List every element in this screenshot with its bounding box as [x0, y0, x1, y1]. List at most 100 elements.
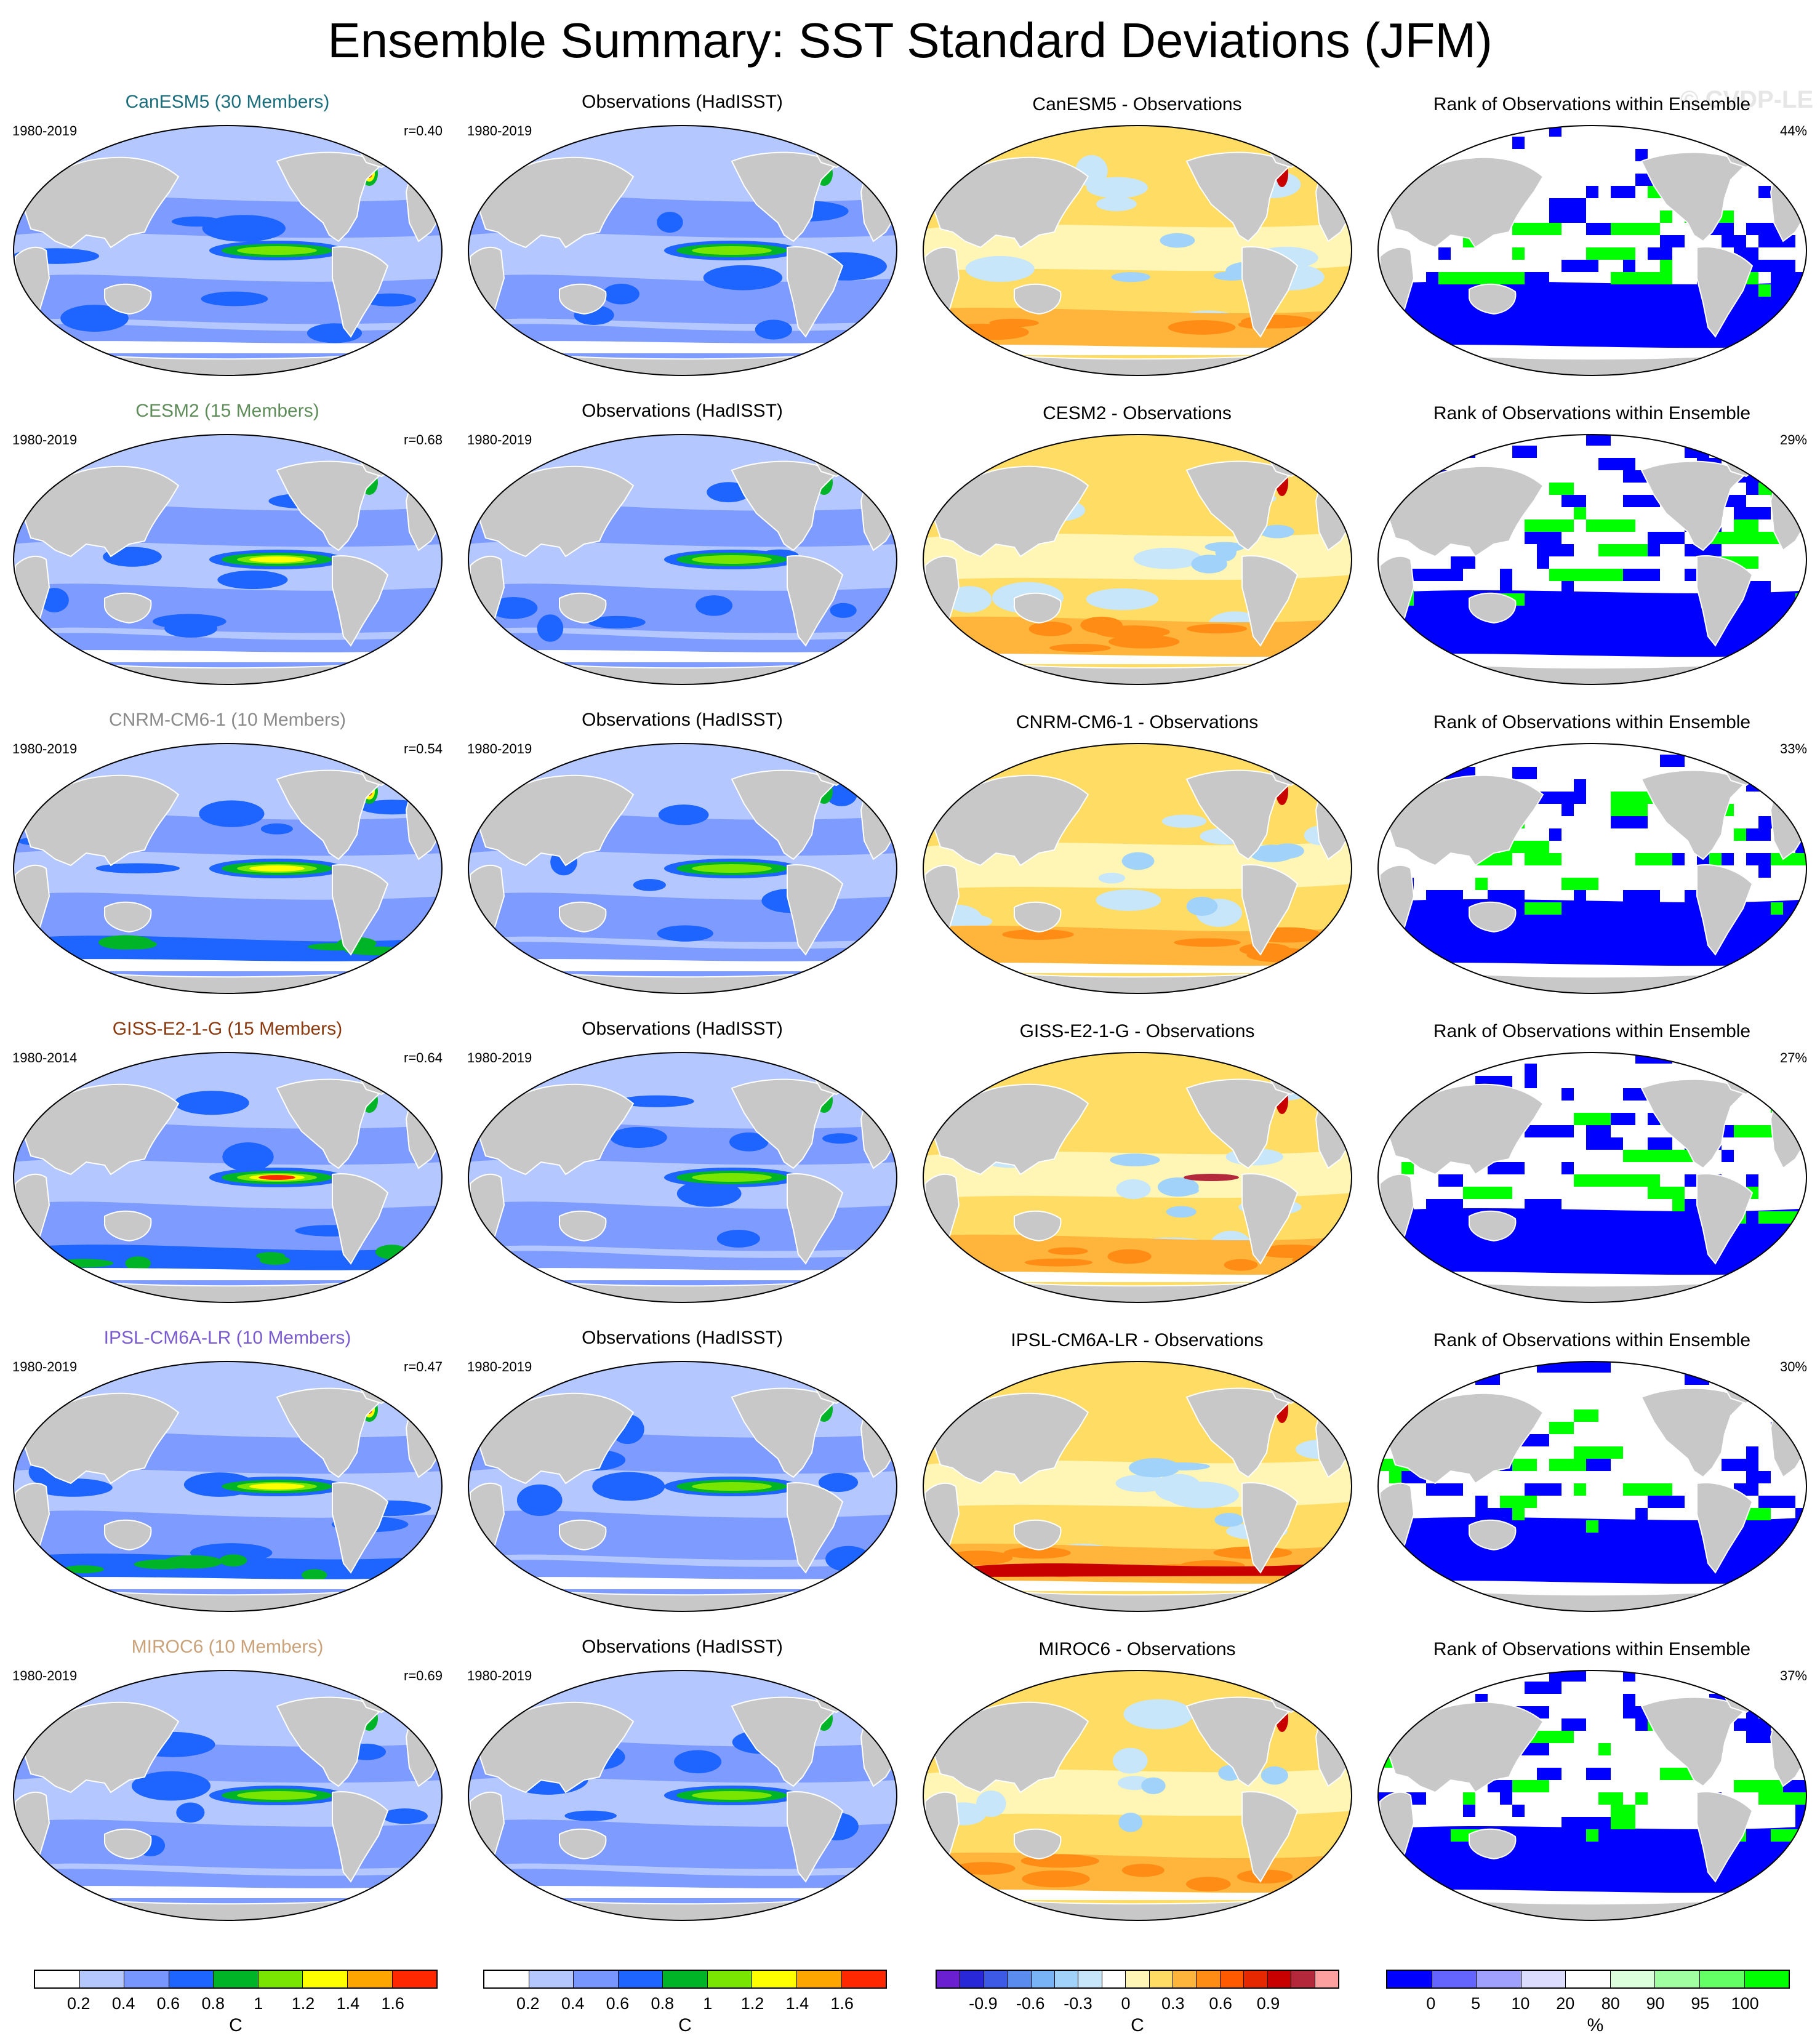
colorbar-swatch: [1126, 1971, 1150, 1987]
model-title: CNRM-CM6-1 (10 Members): [108, 710, 347, 730]
colorbar-swatch: [1432, 1971, 1477, 1987]
panel-obs-row-5: Observations (HadISST) 1980-2019: [455, 1316, 910, 1625]
world-map-robinson-rank: [1377, 1361, 1807, 1612]
obs-title: Observations (HadISST): [582, 1328, 783, 1348]
obs-title: Observations (HadISST): [582, 92, 783, 112]
colorbar-tick-label: 10: [1511, 1994, 1530, 2013]
colorbar-swatch: [707, 1971, 753, 1987]
diff-title: IPSL-CM6A-LR - Observations: [1011, 1330, 1264, 1350]
colorbar-2: 0.2 0.4 0.6 0.8 1 1.2 1.4 1.6 C: [483, 1970, 891, 2037]
colorbar-tick-label: 80: [1601, 1994, 1620, 2013]
period-label: 1980-2014: [12, 1050, 78, 1065]
world-map-robinson-obs: [468, 434, 897, 685]
rank-percent: 44%: [1779, 123, 1807, 138]
colorbar-tick-label: 20: [1556, 1994, 1575, 2013]
colorbar-unit: C: [678, 2015, 692, 2035]
colorbar-swatch: [392, 1971, 437, 1987]
rank-percent: 30%: [1779, 1359, 1807, 1374]
model-title: GISS-E2-1-G (15 Members): [112, 1019, 343, 1039]
world-map-robinson-obs: [468, 743, 897, 994]
colorbar-tick-label: 1: [254, 1994, 263, 2013]
rank-percent: 37%: [1779, 1668, 1807, 1683]
panel-rank-row-3: Rank of Observations within Ensemble 33%: [1365, 698, 1819, 1007]
pattern-correlation: r=0.69: [404, 1668, 443, 1683]
colorbar-swatch: [1291, 1971, 1315, 1987]
panel-diff-row-5: IPSL-CM6A-LR - Observations: [910, 1316, 1365, 1625]
colorbar-swatch: [1387, 1971, 1432, 1987]
panel-rank-row-5: Rank of Observations within Ensemble 30%: [1365, 1316, 1819, 1625]
pattern-correlation: r=0.64: [404, 1050, 443, 1065]
panel-model-row-4: GISS-E2-1-G (15 Members) 1980-2014 r=0.64: [0, 1007, 455, 1316]
colorbar-tick-label: 1: [703, 1994, 713, 2013]
model-title: IPSL-CM6A-LR (10 Members): [103, 1328, 351, 1348]
colorbar-swatch: [1031, 1971, 1056, 1987]
panel-model-row-1: CanESM5 (30 Members) 1980-2019 r=0.40: [0, 80, 455, 389]
colorbar-swatch: [937, 1971, 961, 1987]
period-label: 1980-2019: [467, 123, 532, 138]
rank-title: Rank of Observations within Ensemble: [1433, 1021, 1751, 1041]
panel-rank-row-6: Rank of Observations within Ensemble 37%: [1365, 1625, 1819, 1934]
colorbar-swatch: [1244, 1971, 1268, 1987]
colorbar-tick-label: -0.9: [969, 1994, 998, 2013]
panel-model-row-2: CESM2 (15 Members) 1980-2019 r=0.68: [0, 389, 455, 698]
colorbar-tick-label: 0.8: [651, 1994, 675, 2013]
colorbar-tick-label: 95: [1691, 1994, 1710, 2013]
panel-diff-row-3: CNRM-CM6-1 - Observations: [910, 698, 1365, 1007]
colorbar-tick-label: 0.6: [606, 1994, 630, 2013]
colorbar-swatch: [529, 1971, 574, 1987]
colorbar-swatches: [34, 1970, 438, 1989]
diff-title: CNRM-CM6-1 - Observations: [1016, 712, 1259, 732]
colorbar-swatch: [663, 1971, 708, 1987]
world-map-robinson-obs: [468, 1670, 897, 1921]
colorbar-swatch: [1315, 1971, 1338, 1987]
panel-obs-row-1: Observations (HadISST) 1980-2019: [455, 80, 910, 389]
colorbar-tick-label: 100: [1731, 1994, 1759, 2013]
world-map-robinson-diff: [923, 1670, 1352, 1921]
pattern-correlation: r=0.47: [404, 1359, 443, 1374]
colorbar-swatches: [483, 1970, 887, 1989]
colorbar-swatch: [1610, 1971, 1656, 1987]
colorbar-swatch: [574, 1971, 619, 1987]
world-map-robinson-obs: [468, 1052, 897, 1303]
colorbar-swatch: [79, 1971, 125, 1987]
colorbar-swatch: [1220, 1971, 1245, 1987]
world-map-robinson-model: [13, 434, 443, 685]
obs-title: Observations (HadISST): [582, 710, 783, 730]
colorbar-tick-label: -0.6: [1016, 1994, 1045, 2013]
colorbar-swatch: [484, 1971, 529, 1987]
period-label: 1980-2019: [467, 1050, 532, 1065]
panel-model-row-3: CNRM-CM6-1 (10 Members) 1980-2019 r=0.54: [0, 698, 455, 1007]
world-map-robinson-model: [13, 743, 443, 994]
colorbar-tick-label: 0.2: [516, 1994, 540, 2013]
colorbar-tick-label: 0.4: [561, 1994, 585, 2013]
colorbar-swatch: [1102, 1971, 1126, 1987]
panel-obs-row-6: Observations (HadISST) 1980-2019: [455, 1625, 910, 1934]
world-map-robinson-model: [13, 1052, 443, 1303]
pattern-correlation: r=0.40: [404, 123, 443, 138]
colorbar-swatch: [752, 1971, 797, 1987]
colorbar-swatch: [1078, 1971, 1102, 1987]
colorbar-swatch: [1566, 1971, 1611, 1987]
world-map-robinson-diff: [923, 1052, 1352, 1303]
colorbar-swatch: [984, 1971, 1008, 1987]
world-map-robinson-diff: [923, 434, 1352, 685]
colorbar-tick-label: 5: [1471, 1994, 1481, 2013]
panel-diff-row-2: CESM2 - Observations: [910, 389, 1365, 698]
panel-obs-row-4: Observations (HadISST) 1980-2019: [455, 1007, 910, 1316]
panel-obs-row-2: Observations (HadISST) 1980-2019: [455, 389, 910, 698]
obs-title: Observations (HadISST): [582, 1019, 783, 1039]
rank-title: Rank of Observations within Ensemble: [1433, 94, 1751, 114]
period-label: 1980-2019: [12, 1359, 78, 1374]
colorbar-tick-label: 1.2: [740, 1994, 764, 2013]
colorbar-swatch: [796, 1971, 842, 1987]
colorbar-unit: C: [229, 2015, 243, 2035]
period-label: 1980-2019: [12, 1668, 78, 1683]
period-label: 1980-2019: [12, 432, 78, 447]
colorbar-swatch: [214, 1971, 259, 1987]
colorbar-swatch: [1197, 1971, 1221, 1987]
pattern-correlation: r=0.68: [404, 432, 443, 447]
colorbar-3: -0.9 -0.6 -0.3 0 0.3 0.6 0.9 C: [936, 1970, 1343, 2037]
diff-title: MIROC6 - Observations: [1038, 1639, 1236, 1659]
colorbar-unit: %: [1587, 2015, 1604, 2035]
colorbar-swatch: [1173, 1971, 1197, 1987]
